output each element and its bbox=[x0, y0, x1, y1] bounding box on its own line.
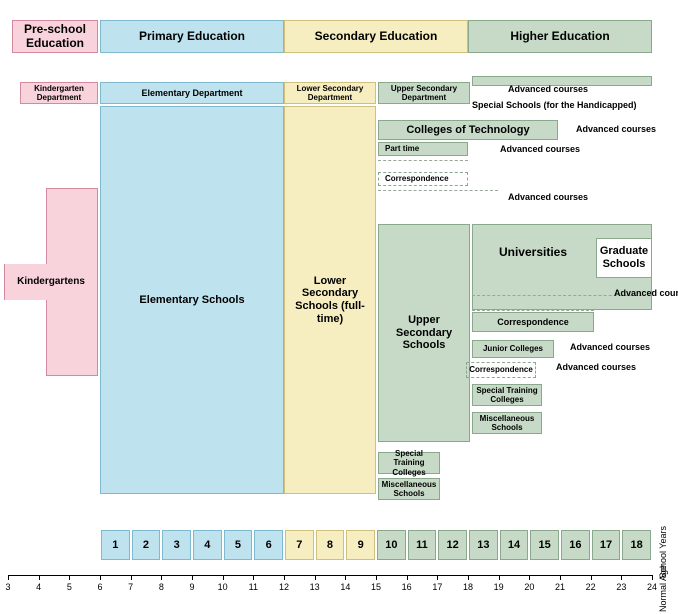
header-higher: Higher Education bbox=[468, 20, 652, 53]
age-12: 12 bbox=[279, 582, 289, 592]
upper-stc: Special Training Colleges bbox=[378, 452, 440, 474]
year-cell-13: 13 bbox=[469, 530, 498, 560]
year-cell-2: 2 bbox=[132, 530, 161, 560]
year-cell-4: 4 bbox=[193, 530, 222, 560]
age-8: 8 bbox=[159, 582, 164, 592]
year-cell-3: 3 bbox=[162, 530, 191, 560]
age-11: 11 bbox=[249, 582, 258, 592]
age-axis bbox=[8, 575, 652, 576]
note-adv7: Advanced courses bbox=[556, 362, 636, 372]
year-cell-17: 17 bbox=[592, 530, 621, 560]
year-cell-11: 11 bbox=[408, 530, 437, 560]
junior-colleges: Junior Colleges bbox=[472, 340, 554, 358]
graduate-schools: Graduate Schools bbox=[596, 238, 652, 278]
kindergartens-bot bbox=[46, 300, 98, 376]
lower-sec-full: Lower Secondary Schools (full-time) bbox=[284, 106, 376, 494]
age-10: 10 bbox=[218, 582, 228, 592]
year-cell-6: 6 bbox=[254, 530, 283, 560]
kindergartens-top bbox=[46, 188, 98, 264]
upper-misc: Miscellaneous Schools bbox=[378, 478, 440, 500]
higher-misc: Miscellaneous Schools bbox=[472, 412, 542, 434]
note-adv3: Advanced courses bbox=[500, 144, 580, 154]
age-6: 6 bbox=[97, 582, 102, 592]
year-cell-7: 7 bbox=[285, 530, 314, 560]
year-cell-16: 16 bbox=[561, 530, 590, 560]
education-diagram: Pre-school EducationPrimary EducationSec… bbox=[0, 0, 678, 614]
upper-sec-schools: Upper Secondary Schools bbox=[378, 224, 470, 442]
age-18: 18 bbox=[463, 582, 473, 592]
note-special-schools: Special Schools (for the Handicapped) bbox=[472, 100, 637, 110]
lower-sec-dept: Lower Secondary Department bbox=[284, 82, 376, 104]
header-preschool: Pre-school Education bbox=[12, 20, 98, 53]
colleges-of-technology: Colleges of Technology bbox=[378, 120, 558, 140]
ct-part-time: Part time bbox=[378, 142, 468, 156]
age-17: 17 bbox=[432, 582, 442, 592]
year-cell-14: 14 bbox=[500, 530, 529, 560]
year-cell-10: 10 bbox=[377, 530, 406, 560]
year-cell-1: 1 bbox=[101, 530, 130, 560]
age-23: 23 bbox=[616, 582, 626, 592]
jc-correspondence: Correspondence bbox=[466, 362, 536, 378]
age-3: 3 bbox=[5, 582, 10, 592]
age-15: 15 bbox=[371, 582, 381, 592]
age-14: 14 bbox=[340, 582, 350, 592]
year-cell-18: 18 bbox=[622, 530, 651, 560]
year-cell-9: 9 bbox=[346, 530, 375, 560]
header-primary: Primary Education bbox=[100, 20, 284, 53]
age-21: 21 bbox=[555, 582, 565, 592]
age-22: 22 bbox=[586, 582, 596, 592]
age-20: 20 bbox=[524, 582, 534, 592]
year-cell-12: 12 bbox=[438, 530, 467, 560]
ct-correspondence: Correspondence bbox=[378, 172, 468, 186]
note-adv6: Advanced courses bbox=[570, 342, 650, 352]
note-adv1: Advanced courses bbox=[508, 84, 588, 94]
age-9: 9 bbox=[189, 582, 194, 592]
uni-correspondence: Correspondence bbox=[472, 312, 594, 332]
age-24: 24 bbox=[647, 582, 657, 592]
elementary-schools: Elementary Schools bbox=[100, 106, 284, 494]
note-adv5: Advanced courses bbox=[614, 288, 678, 298]
age-5: 5 bbox=[67, 582, 72, 592]
label-normal-age: Normal Age bbox=[658, 565, 668, 612]
upper-sec-dept: Upper Secondary Department bbox=[378, 82, 470, 104]
year-cell-8: 8 bbox=[316, 530, 345, 560]
age-19: 19 bbox=[494, 582, 504, 592]
higher-stc: Special Training Colleges bbox=[472, 384, 542, 406]
age-4: 4 bbox=[36, 582, 41, 592]
universities: Universities bbox=[472, 238, 594, 268]
note-adv2: Advanced courses bbox=[576, 124, 656, 134]
kindergartens: Kindergartens bbox=[4, 264, 98, 300]
year-cell-15: 15 bbox=[530, 530, 559, 560]
age-16: 16 bbox=[402, 582, 412, 592]
kindergarten-dept: Kindergarten Department bbox=[20, 82, 98, 104]
header-secondary: Secondary Education bbox=[284, 20, 468, 53]
age-7: 7 bbox=[128, 582, 133, 592]
year-cell-5: 5 bbox=[224, 530, 253, 560]
age-13: 13 bbox=[310, 582, 320, 592]
elementary-dept: Elementary Department bbox=[100, 82, 284, 104]
note-adv4: Advanced courses bbox=[508, 192, 588, 202]
